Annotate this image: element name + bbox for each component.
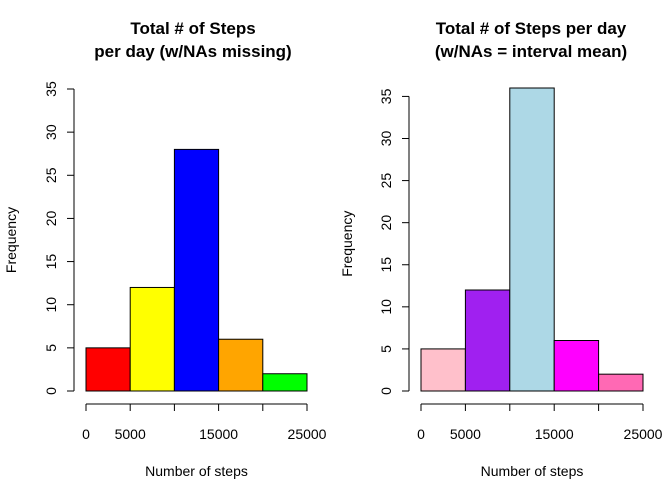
x-axis-label: Number of steps: [481, 463, 584, 479]
x-tick-label-4: 15000: [199, 426, 238, 442]
chart-title-line-2: (w/NAs = interval mean): [435, 42, 627, 61]
x-tick-label-2: 5000: [115, 426, 146, 442]
x-tick-label-6: 25000: [288, 426, 327, 442]
histogram-panel-imputed: Total # of Steps per day (w/NAs = interva…: [339, 19, 663, 479]
y-tick-label-8: 35: [43, 81, 59, 97]
x-tick-label-4: 15000: [535, 426, 574, 442]
y-axis-label: Frequency: [3, 207, 19, 273]
histogram-bar-5: [598, 373, 644, 392]
y-tick-label-4: 15: [43, 254, 59, 270]
y-tick-label-1: 0: [43, 387, 59, 395]
histogram-bar-4: [553, 340, 600, 392]
chart-title-line-2: per day (w/NAs missing): [94, 42, 291, 61]
y-tick-label-6: 25: [378, 173, 394, 189]
histogram-panel-missing: Total # of Steps per day (w/NAs missing) 0…: [3, 19, 327, 479]
y-tick-label-1: 0: [378, 387, 394, 395]
histogram-bar-2: [464, 289, 511, 392]
chart-title-line-1: Total # of Steps: [130, 19, 255, 38]
histogram-bar-2: [129, 286, 175, 392]
x-tick-label-1: 0: [82, 426, 90, 442]
histogram-bar-1: [85, 347, 131, 392]
y-tick-label-8: 35: [378, 88, 394, 104]
y-tick-label-6: 25: [43, 167, 59, 183]
histogram-bar-4: [218, 338, 264, 392]
x-axis-label: Number of steps: [145, 463, 248, 479]
y-tick-label-7: 30: [378, 131, 394, 147]
x-tick-label-1: 0: [417, 426, 425, 442]
y-tick-label-3: 10: [43, 297, 59, 313]
y-tick-label-2: 5: [43, 344, 59, 352]
x-tick-label-6: 25000: [624, 426, 663, 442]
x-tick-label-2: 5000: [450, 426, 481, 442]
y-axis-label: Frequency: [339, 211, 355, 277]
chart-title-line-1: Total # of Steps per day: [436, 19, 627, 38]
histogram-bar-3: [509, 87, 555, 392]
y-tick-label-5: 20: [378, 215, 394, 231]
y-tick-label-4: 15: [378, 257, 394, 273]
histogram-bar-1: [420, 348, 466, 392]
histogram-bar-5: [262, 373, 308, 392]
y-tick-label-3: 10: [378, 299, 394, 315]
y-tick-label-2: 5: [378, 345, 394, 353]
histogram-bar-3: [173, 148, 220, 392]
y-tick-label-7: 30: [43, 124, 59, 140]
y-tick-label-5: 20: [43, 210, 59, 226]
